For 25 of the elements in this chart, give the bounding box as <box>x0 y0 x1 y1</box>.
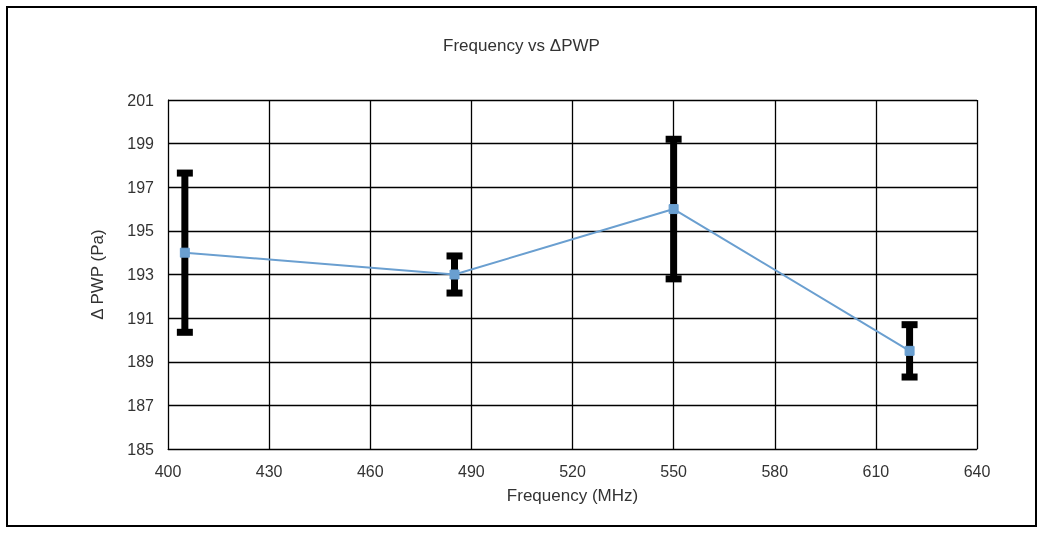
y-tick-label: 197 <box>127 178 155 196</box>
y-tick-label: 199 <box>127 135 155 153</box>
x-tick-label: 580 <box>761 462 789 480</box>
point <box>449 269 460 280</box>
point <box>179 247 190 258</box>
chart-title: Frequency vs ΔPWP <box>443 36 600 55</box>
point <box>668 204 679 215</box>
x-tick-label: 640 <box>963 462 991 480</box>
y-tick-label: 185 <box>127 440 155 458</box>
x-tick-label: 490 <box>458 462 485 480</box>
y-tick-label: 201 <box>127 91 155 109</box>
y-tick-label: 195 <box>127 222 155 240</box>
y-tick-label: 191 <box>127 309 155 327</box>
point <box>904 345 915 356</box>
x-tick-label: 400 <box>154 462 182 480</box>
x-tick-label: 430 <box>255 462 283 480</box>
x-axis-title: Frequency (MHz) <box>506 486 639 505</box>
x-tick-label: 460 <box>356 462 384 480</box>
y-tick-label: 189 <box>127 353 155 371</box>
y-tick-label: 193 <box>127 266 155 283</box>
x-tick-label: 520 <box>559 462 586 480</box>
x-tick-label: 610 <box>862 462 890 480</box>
x-tick-label: 550 <box>660 462 688 480</box>
y-tick-label: 187 <box>127 396 155 414</box>
y-axis-title: Δ PWP (Pa) <box>88 229 107 320</box>
